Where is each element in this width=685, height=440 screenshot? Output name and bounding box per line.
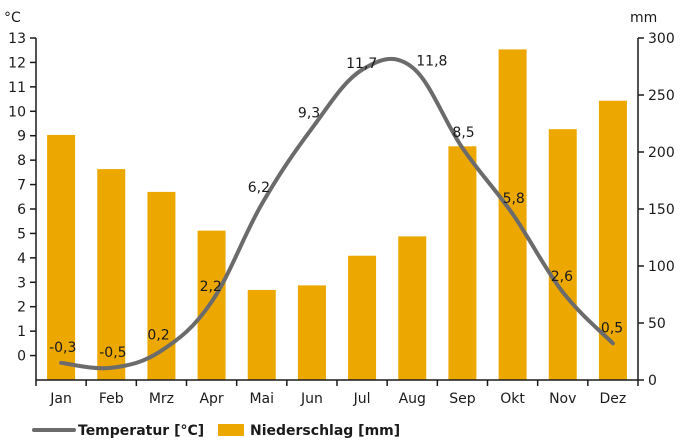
x-tick-label-feb: Feb xyxy=(99,391,124,407)
left-tick-label: 13 xyxy=(8,31,26,47)
temp-label-okt: 5,8 xyxy=(503,191,525,207)
left-tick-label: 7 xyxy=(17,178,26,194)
temp-label-dez: 0,5 xyxy=(601,320,623,336)
right-tick-label: 150 xyxy=(648,202,675,218)
bar-sep xyxy=(448,146,477,380)
left-tick-label: 9 xyxy=(17,129,26,145)
x-tick-label-dez: Dez xyxy=(600,391,627,407)
left-tick-label: 8 xyxy=(17,153,26,169)
temp-label-aug: 11,8 xyxy=(416,53,447,69)
bar-jun xyxy=(297,285,326,380)
left-tick-label: 12 xyxy=(8,55,26,71)
left-axis-unit: °C xyxy=(4,10,21,26)
right-tick-label: 300 xyxy=(648,31,675,47)
temp-label-jan: -0,3 xyxy=(49,340,76,356)
labels-layer: -0,3 -0,5 0,2 2,2 6,2 9,3 11,7 11,8 8,5 5,8 2,6 0,5 xyxy=(49,53,623,360)
left-tick-label: 10 xyxy=(8,104,26,120)
x-tick-label-sep: Sep xyxy=(449,391,476,407)
left-tick-label: 2 xyxy=(17,300,26,316)
temp-label-apr: 2,2 xyxy=(200,279,222,295)
left-tick-label: 0 xyxy=(17,349,26,365)
legend: Temperatur [°C] Niederschlag [mm] xyxy=(32,423,400,439)
temp-label-jun: 9,3 xyxy=(298,105,320,121)
x-tick-label-aug: Aug xyxy=(399,391,426,407)
x-tick-label-okt: Okt xyxy=(500,391,525,407)
temp-label-mai: 6,2 xyxy=(248,180,270,196)
legend-label-temperature: Temperatur [°C] xyxy=(78,423,204,439)
x-tick-label-apr: Apr xyxy=(199,391,223,407)
temp-label-jul: 11,7 xyxy=(346,56,377,72)
temp-label-feb: -0,5 xyxy=(99,345,126,361)
x-tick-label-nov: Nov xyxy=(549,391,576,407)
right-tick-label: 250 xyxy=(648,88,675,104)
x-tick-label-mai: Mai xyxy=(249,391,274,407)
left-tick-label: 4 xyxy=(17,251,26,267)
right-tick-label: 0 xyxy=(648,373,657,389)
bars-layer xyxy=(47,49,627,381)
legend-label-precipitation: Niederschlag [mm] xyxy=(250,423,400,439)
temp-label-nov: 2,6 xyxy=(551,269,573,285)
left-tick-label: 6 xyxy=(17,202,26,218)
left-tick-label: 11 xyxy=(8,80,26,96)
x-tick-label-jun: Jun xyxy=(300,391,323,407)
left-tick-label: 5 xyxy=(17,226,26,242)
bar-dez xyxy=(598,100,627,380)
bar-aug xyxy=(398,236,427,380)
bar-nov xyxy=(548,129,577,380)
bar-mai xyxy=(247,289,276,380)
temp-label-mrz: 0,2 xyxy=(147,328,169,344)
temp-label-sep: 8,5 xyxy=(452,125,474,141)
legend-bar-swatch xyxy=(218,424,244,436)
right-tick-label: 200 xyxy=(648,145,675,161)
bar-jan xyxy=(47,134,76,380)
right-axis-unit: mm xyxy=(630,10,657,26)
left-tick-label: 3 xyxy=(17,275,26,291)
line-layer xyxy=(59,57,615,371)
temperature-line xyxy=(59,57,615,371)
x-tick-label-jul: Jul xyxy=(353,391,371,407)
bar-jul xyxy=(348,255,377,380)
x-tick-label-jan: Jan xyxy=(49,391,72,407)
left-tick-label: 1 xyxy=(17,324,26,340)
right-tick-label: 50 xyxy=(648,316,666,332)
x-tick-label-mrz: Mrz xyxy=(149,391,174,407)
bar-feb xyxy=(97,169,126,380)
right-tick-label: 100 xyxy=(648,259,675,275)
